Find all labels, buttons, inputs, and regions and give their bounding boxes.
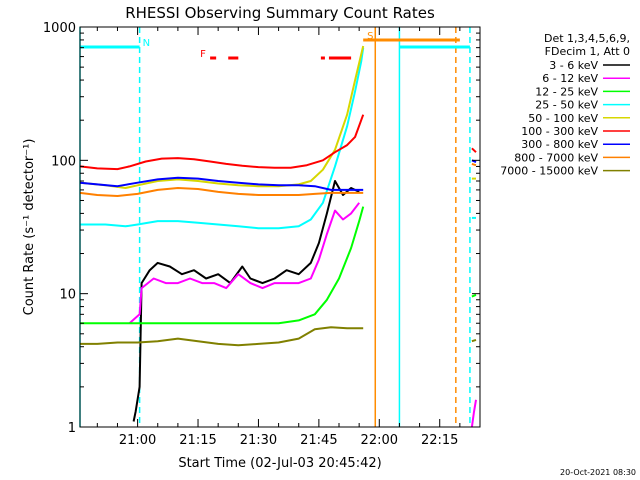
x-tick-label-2: 21:30: [240, 433, 277, 448]
y-axis: 1 10 100 1000: [43, 21, 480, 436]
series-line-5-seg-0: [79, 114, 365, 171]
x-tick-label-1: 21:15: [179, 433, 216, 448]
flag-N-label: N: [143, 38, 150, 49]
series-line-8-seg-1: [471, 338, 477, 343]
x-axis-label: Start Time (02-Jul-03 20:45:42): [178, 456, 381, 471]
legend-label-6: 300 - 800 keV: [521, 138, 598, 151]
legend-label-7: 800 - 7000 keV: [514, 151, 598, 164]
flag-F-label: F: [200, 49, 206, 60]
series-line-7-seg-1: [471, 162, 477, 167]
legend-label-2: 12 - 25 keV: [535, 85, 598, 98]
series-line-4-seg-0: [79, 45, 365, 189]
x-tick-label-3: 21:45: [300, 433, 337, 448]
legend-label-0: 3 - 6 keV: [549, 59, 598, 72]
series-line-8-seg-0: [80, 326, 364, 347]
legend-label-3: 25 - 50 keV: [535, 99, 598, 112]
x-axis: 21:00 21:15 21:30 21:45 22:00 22:15: [96, 27, 481, 448]
timestamp: 20-Oct-2021 08:30: [560, 468, 636, 477]
series-line-1-seg-0: [128, 202, 360, 324]
legend-label-4: 50 - 100 keV: [528, 112, 598, 125]
x-tick-label-5: 22:15: [421, 433, 458, 448]
flag-bars: N F S: [80, 31, 470, 60]
y-tick-label-2: 100: [51, 154, 76, 169]
legend-header-line-1: Det 1,3,4,5,6,9,: [544, 32, 630, 45]
y-axis-label: Count Rate (s⁻¹ detector⁻¹): [22, 139, 37, 316]
series-line-2-seg-0: [80, 206, 365, 325]
legend-label-1: 6 - 12 keV: [542, 72, 598, 85]
y-tick-label-1: 10: [59, 288, 76, 303]
legend-header-line-2: FDecim 1, Att 0: [545, 45, 630, 58]
series-line-5-seg-1: [471, 147, 477, 153]
x-tick-label-0: 21:00: [119, 433, 156, 448]
series-line-6-seg-0: [79, 176, 364, 191]
series-line-2-seg-1: [471, 293, 477, 298]
legend-label-5: 100 - 300 keV: [521, 125, 598, 138]
x-tick-label-4: 22:00: [361, 433, 398, 448]
y-tick-label-0: 1: [68, 421, 76, 436]
flag-S-label: S: [367, 31, 373, 42]
legend-label-8: 7000 - 15000 keV: [500, 165, 598, 178]
chart-title: RHESSI Observing Summary Count Rates: [125, 4, 435, 22]
series-line-1-seg-1: [470, 399, 477, 428]
series-line-3-seg-0: [80, 47, 365, 230]
legend: Det 1,3,4,5,6,9, FDecim 1, Att 0 3 - 6 k…: [500, 32, 630, 178]
series-line-0-seg-0: [132, 180, 360, 422]
series-line-7-seg-0: [79, 187, 364, 197]
series-group: [79, 45, 477, 428]
y-tick-label-3: 1000: [43, 21, 76, 36]
plot-frame: [79, 26, 481, 428]
